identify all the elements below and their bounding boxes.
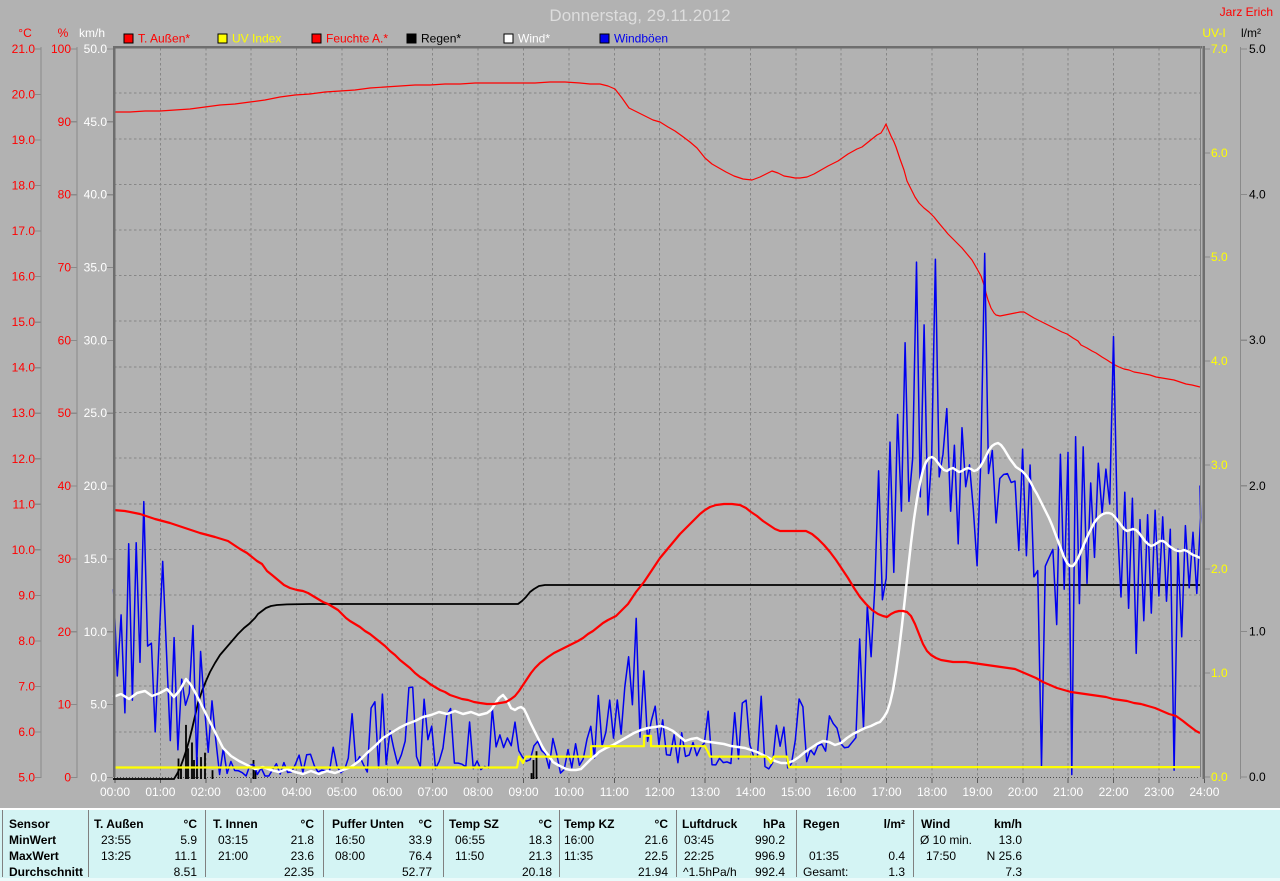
- svg-text:3.0: 3.0: [1249, 333, 1266, 347]
- svg-text:Wind*: Wind*: [518, 32, 550, 46]
- svg-text:5.0: 5.0: [1249, 42, 1266, 56]
- svg-text:19:00: 19:00: [962, 785, 992, 799]
- svg-text:30.0: 30.0: [84, 333, 108, 347]
- svg-text:60: 60: [58, 333, 72, 347]
- svg-text:03:00: 03:00: [236, 785, 266, 799]
- svg-text:5.0: 5.0: [90, 698, 107, 712]
- svg-text:23:00: 23:00: [1144, 785, 1174, 799]
- svg-text:50.0: 50.0: [84, 42, 108, 56]
- svg-text:13:00: 13:00: [690, 785, 720, 799]
- svg-text:16.0: 16.0: [12, 270, 36, 284]
- svg-text:4.0: 4.0: [1211, 354, 1228, 368]
- svg-text:01:00: 01:00: [145, 785, 175, 799]
- svg-text:21.0: 21.0: [12, 42, 36, 56]
- svg-text:10: 10: [58, 698, 72, 712]
- svg-text:%: %: [58, 26, 69, 40]
- svg-text:25.0: 25.0: [84, 406, 108, 420]
- svg-text:07:00: 07:00: [418, 785, 448, 799]
- svg-text:90: 90: [58, 115, 72, 129]
- svg-text:0.0: 0.0: [1211, 770, 1228, 784]
- svg-text:30: 30: [58, 552, 72, 566]
- svg-text:Regen*: Regen*: [421, 32, 461, 46]
- svg-text:08:00: 08:00: [463, 785, 493, 799]
- svg-text:19.0: 19.0: [12, 133, 36, 147]
- svg-text:Feuchte A.*: Feuchte A.*: [326, 32, 388, 46]
- svg-text:16:00: 16:00: [826, 785, 856, 799]
- svg-text:UV Index: UV Index: [232, 32, 281, 46]
- svg-text:2.0: 2.0: [1211, 562, 1228, 576]
- svg-text:2.0: 2.0: [1249, 479, 1266, 493]
- svg-text:22:00: 22:00: [1099, 785, 1129, 799]
- svg-text:6.0: 6.0: [1211, 146, 1228, 160]
- svg-text:12:00: 12:00: [645, 785, 675, 799]
- svg-text:10.0: 10.0: [12, 543, 36, 557]
- svg-text:8.0: 8.0: [18, 634, 35, 648]
- svg-text:18:00: 18:00: [917, 785, 947, 799]
- svg-text:13.0: 13.0: [12, 406, 36, 420]
- svg-text:70: 70: [58, 261, 72, 275]
- svg-text:17.0: 17.0: [12, 224, 36, 238]
- svg-text:Donnerstag, 29.11.2012: Donnerstag, 29.11.2012: [549, 6, 730, 25]
- svg-text:21:00: 21:00: [1053, 785, 1083, 799]
- svg-text:0.0: 0.0: [90, 771, 107, 785]
- svg-text:km/h: km/h: [79, 26, 105, 40]
- svg-text:7.0: 7.0: [18, 679, 35, 693]
- svg-text:02:00: 02:00: [191, 785, 221, 799]
- svg-text:Windböen: Windböen: [614, 32, 668, 46]
- svg-text:5.0: 5.0: [18, 771, 35, 785]
- svg-text:0.0: 0.0: [1249, 770, 1266, 784]
- svg-text:15:00: 15:00: [781, 785, 811, 799]
- svg-text:18.0: 18.0: [12, 179, 36, 193]
- svg-text:20:00: 20:00: [1008, 785, 1038, 799]
- svg-text:50: 50: [58, 406, 72, 420]
- svg-text:15.0: 15.0: [84, 552, 108, 566]
- svg-text:T. Außen*: T. Außen*: [138, 32, 190, 46]
- svg-text:20.0: 20.0: [84, 479, 108, 493]
- svg-text:UV-I: UV-I: [1202, 26, 1225, 40]
- svg-text:12.0: 12.0: [12, 452, 36, 466]
- svg-text:00:00: 00:00: [100, 785, 130, 799]
- svg-text:40.0: 40.0: [84, 188, 108, 202]
- svg-text:6.0: 6.0: [18, 725, 35, 739]
- svg-text:4.0: 4.0: [1249, 188, 1266, 202]
- svg-text:14.0: 14.0: [12, 361, 36, 375]
- svg-text:09:00: 09:00: [508, 785, 538, 799]
- svg-text:100: 100: [51, 42, 71, 56]
- svg-text:9.0: 9.0: [18, 588, 35, 602]
- svg-text:20.0: 20.0: [12, 88, 36, 102]
- svg-text:3.0: 3.0: [1211, 458, 1228, 472]
- svg-text:04:00: 04:00: [282, 785, 312, 799]
- svg-text:06:00: 06:00: [372, 785, 402, 799]
- svg-text:11:00: 11:00: [600, 785, 629, 799]
- svg-text:45.0: 45.0: [84, 115, 108, 129]
- svg-text:24:00: 24:00: [1189, 785, 1219, 799]
- svg-text:10.0: 10.0: [84, 625, 108, 639]
- svg-text:05:00: 05:00: [327, 785, 357, 799]
- svg-text:15.0: 15.0: [12, 315, 36, 329]
- svg-text:°C: °C: [18, 26, 32, 40]
- svg-text:35.0: 35.0: [84, 261, 108, 275]
- svg-text:20: 20: [58, 625, 72, 639]
- svg-text:5.0: 5.0: [1211, 250, 1228, 264]
- svg-text:10:00: 10:00: [554, 785, 584, 799]
- svg-text:1.0: 1.0: [1211, 666, 1228, 680]
- svg-text:l/m²: l/m²: [1241, 26, 1261, 40]
- svg-text:14:00: 14:00: [735, 785, 765, 799]
- svg-text:17:00: 17:00: [872, 785, 902, 799]
- svg-text:40: 40: [58, 479, 72, 493]
- svg-text:1.0: 1.0: [1249, 624, 1266, 638]
- svg-text:80: 80: [58, 188, 72, 202]
- svg-text:0: 0: [64, 771, 71, 785]
- svg-text:11.0: 11.0: [13, 497, 36, 511]
- svg-text:7.0: 7.0: [1211, 42, 1228, 56]
- svg-text:Jarz Erich: Jarz Erich: [1220, 5, 1273, 19]
